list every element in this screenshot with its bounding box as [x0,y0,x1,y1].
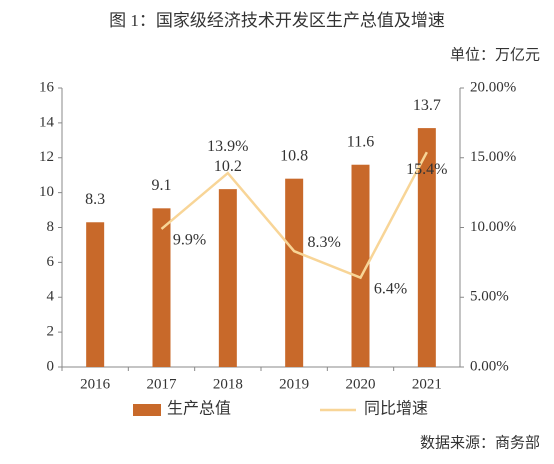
line-value-label: 9.9% [173,232,206,249]
legend-label: 同比增速 [364,400,428,418]
x-tick-label: 2017 [147,376,178,392]
y-tick-label: 8 [47,219,55,235]
line-value-label: 15.4% [406,161,447,178]
bar-value-label: 13.7 [413,97,441,114]
growth-line [160,151,428,280]
bar [152,208,171,367]
y2-tick-label: 20.00% [470,79,516,95]
y-tick-label: 16 [39,79,55,95]
y2-tick-label: 0.00% [470,358,509,374]
y-tick-label: 10 [39,184,54,200]
line-value-label: 8.3% [308,234,341,251]
bar [351,164,370,367]
bar [86,222,105,367]
y2-tick-label: 15.00% [470,149,516,165]
bar-value-label: 8.3 [85,191,105,208]
y2-tick-label: 5.00% [470,289,509,305]
source-label: 数据来源：商务部 [420,434,540,451]
chart-title: 图 1：国家级经济技术开发区生产总值及增速 [109,11,445,30]
x-tick-label: 2016 [80,376,111,392]
y-tick-label: 14 [39,114,55,130]
y-tick-label: 12 [39,149,54,165]
line-value-label: 6.4% [374,280,407,297]
y-tick-label: 2 [47,324,55,340]
legend-swatch [133,404,161,416]
x-tick-label: 2020 [346,376,376,392]
y2-tick-label: 10.00% [470,219,516,235]
x-tick-label: 2018 [213,376,243,392]
bar-value-label: 10.8 [280,147,308,164]
bar-value-label: 9.1 [152,177,172,194]
bar-value-label: 10.2 [214,158,242,175]
bar [218,189,237,367]
y-tick-label: 6 [47,254,55,270]
bar [285,178,304,367]
unit-label: 单位：万亿元 [450,46,540,63]
y-tick-label: 4 [47,289,55,305]
legend-label: 生产总值 [167,400,231,418]
line-value-label: 13.9% [207,138,248,155]
bar [417,128,436,367]
x-tick-label: 2019 [279,376,309,392]
y-tick-label: 0 [47,358,55,374]
x-tick-label: 2021 [412,376,442,392]
bar-value-label: 11.6 [347,133,374,150]
